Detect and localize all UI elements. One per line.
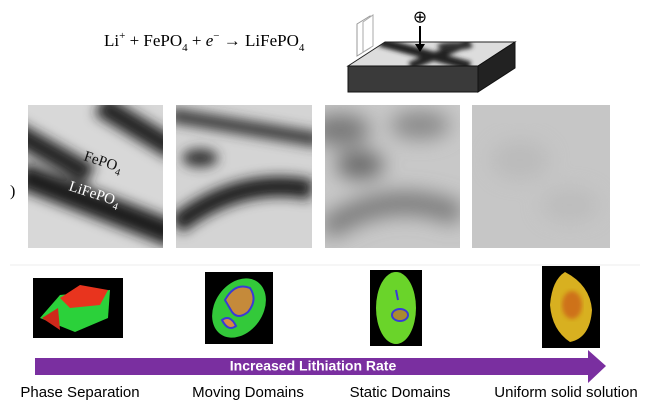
regime-label: Static Domains: [350, 384, 451, 400]
panel-moving-domains: [170, 105, 320, 248]
figure: Li+ + FePO4 + e− → LiFePO4 ⊕ ) FePO4 LiF…: [0, 0, 646, 400]
arrow-label: Increased Lithiation Rate: [230, 358, 397, 374]
eq-part: → LiFePO: [220, 31, 299, 50]
panel-uniform: [472, 105, 610, 248]
regime-label: Uniform solid solution: [494, 384, 637, 400]
panel-phase-separation: [10, 105, 175, 248]
panel-static-domains: [310, 105, 460, 248]
regime-label: Moving Domains: [192, 384, 304, 400]
eq-part: + FePO: [125, 31, 182, 50]
crystal-2: [201, 268, 277, 348]
equation: Li+ + FePO4 + e− → LiFePO4: [104, 30, 305, 54]
probe-symbol: ⊕: [413, 7, 427, 26]
panel-edge: ): [10, 183, 15, 200]
regime-label: Phase Separation: [20, 384, 139, 400]
crystal-3: [370, 270, 422, 346]
crystal-4: [542, 266, 600, 348]
eq-part: +: [188, 31, 206, 50]
crystal-1: [33, 278, 123, 338]
electrode-slab: [348, 15, 515, 92]
eq-sub: 4: [299, 42, 305, 54]
eq-part: Li: [104, 31, 119, 50]
